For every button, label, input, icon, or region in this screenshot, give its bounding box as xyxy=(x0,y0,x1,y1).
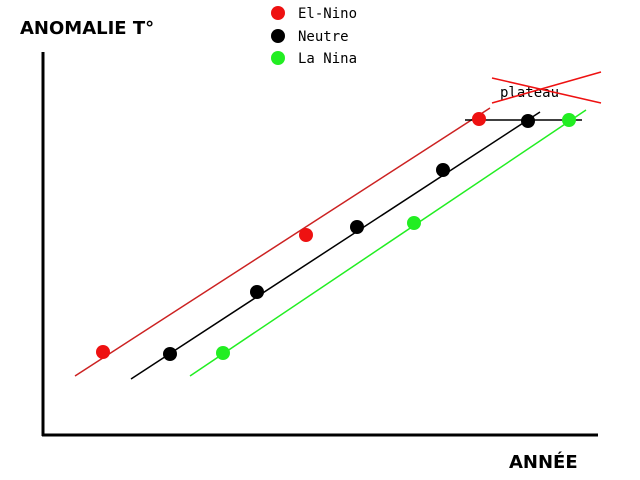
legend-dot xyxy=(271,29,285,43)
legend-dot xyxy=(271,6,285,20)
trend-line xyxy=(130,111,541,380)
la-nina-points xyxy=(216,113,576,360)
point xyxy=(436,163,450,177)
legend-label: El-Nino xyxy=(298,6,357,22)
point xyxy=(521,114,535,128)
cross-out xyxy=(491,77,602,104)
x-axis-label: ANNÉE xyxy=(509,451,578,473)
point xyxy=(96,345,110,359)
point xyxy=(299,228,313,242)
point xyxy=(350,220,364,234)
legend-label: Neutre xyxy=(298,29,349,45)
trend-line xyxy=(189,109,587,377)
y-axis-label: ANOMALIE T° xyxy=(20,18,154,39)
trend-line xyxy=(74,107,491,377)
cross-out xyxy=(491,71,602,104)
point xyxy=(216,346,230,360)
legend-dot xyxy=(271,51,285,65)
point xyxy=(472,112,486,126)
neutre-points xyxy=(163,114,535,361)
el-nino-points xyxy=(96,112,486,359)
point xyxy=(250,285,264,299)
point xyxy=(163,347,177,361)
point xyxy=(407,216,421,230)
point xyxy=(562,113,576,127)
legend-label: La Nina xyxy=(298,51,357,67)
